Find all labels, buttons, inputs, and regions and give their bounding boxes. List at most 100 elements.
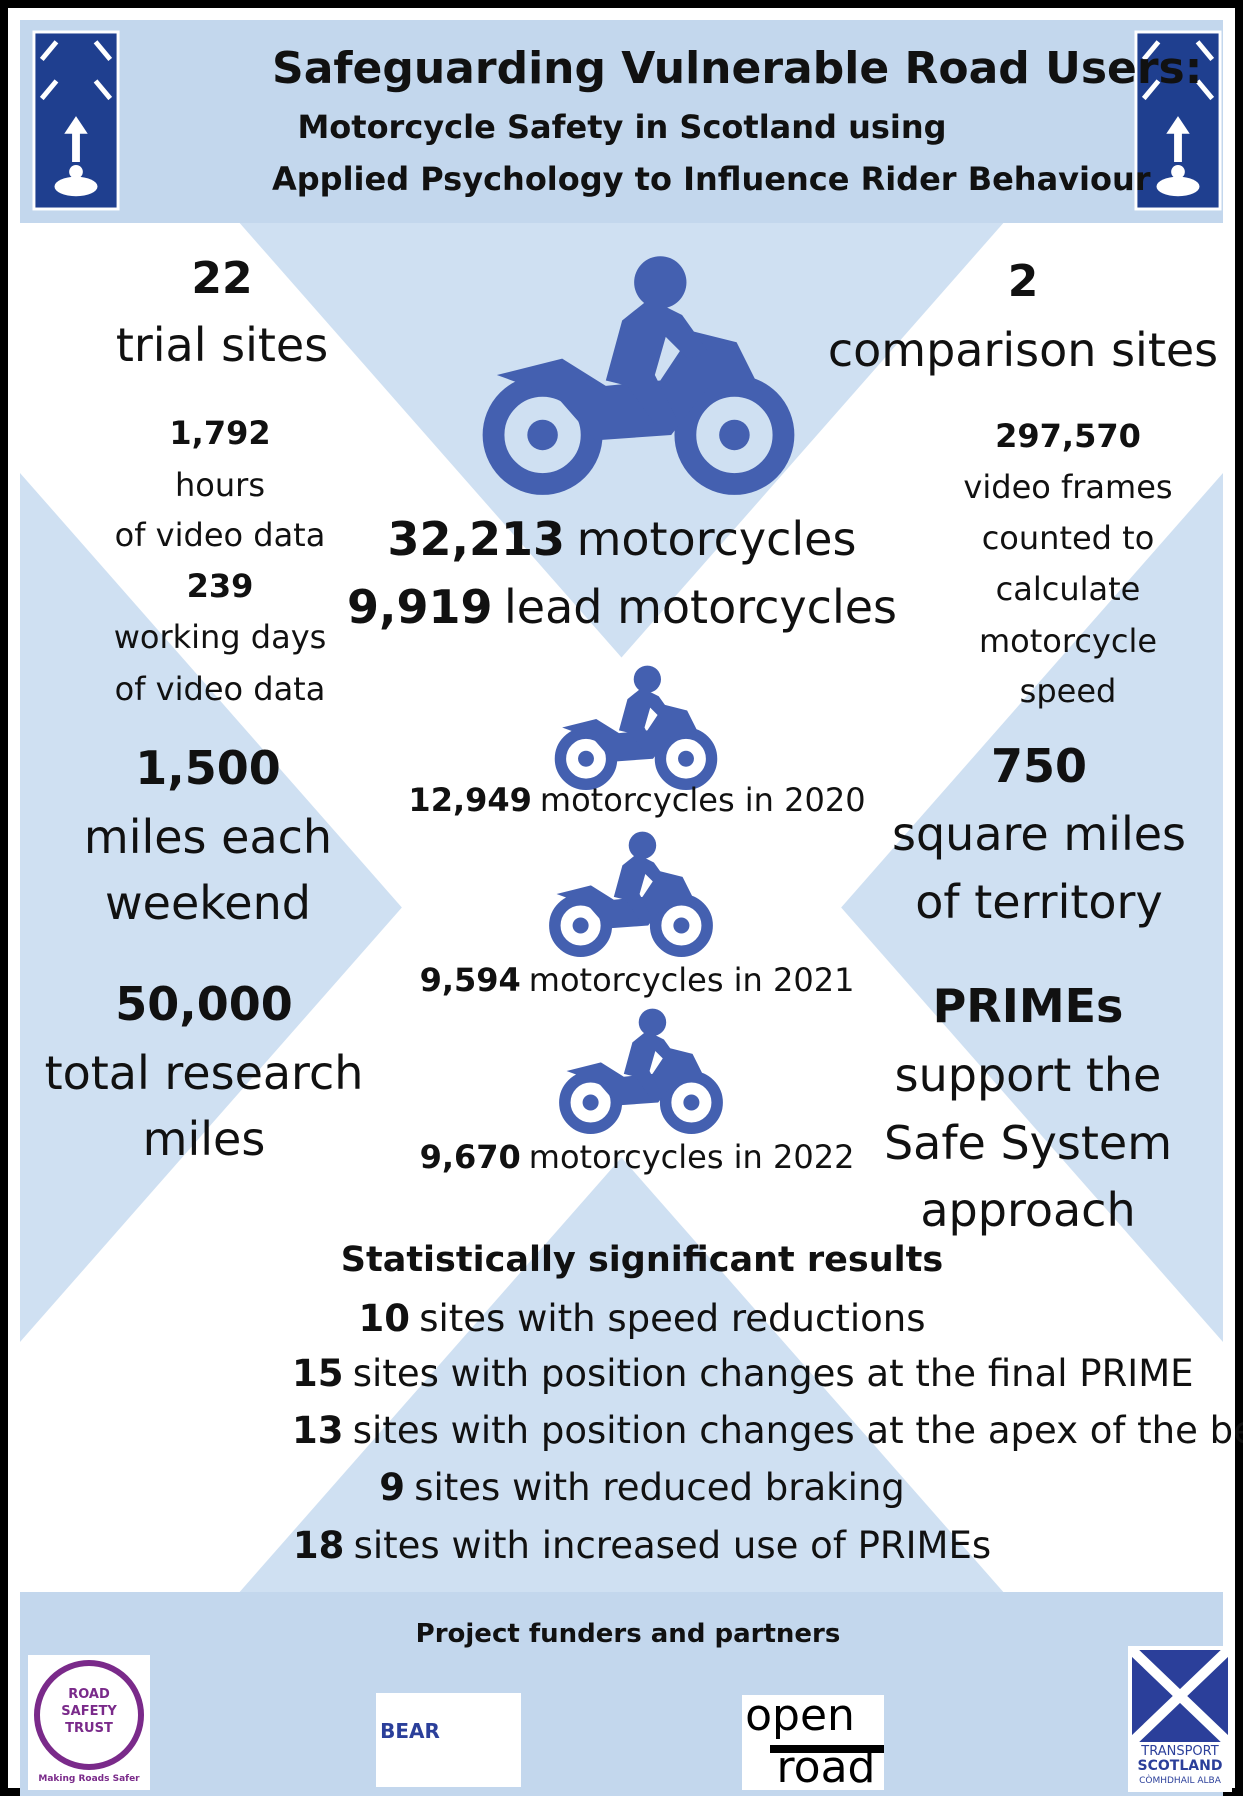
stat-label-part: counted to (981, 519, 1155, 558)
logo-text-part: BEAR (380, 1719, 440, 1743)
result-item-part: 15 (292, 1351, 344, 1395)
stat-label: trial sites (0, 322, 572, 368)
stat-number: 1,500 (0, 745, 558, 791)
yearly-stat-part: 12,949 (408, 781, 532, 820)
stat-label: Safe System (678, 1120, 1243, 1166)
logo-text: road (476, 1745, 1176, 1790)
stat-label-part: speed (1019, 672, 1117, 711)
stat-number: 1,792 (0, 417, 570, 449)
result-item-part: sites with speed reductions (419, 1296, 926, 1340)
stat-label-part: support the (894, 1047, 1162, 1102)
stat-number: 22 (0, 256, 572, 301)
logo-text-part: TRANSPORT (1141, 1743, 1219, 1759)
stat-number-part: PRIMEs (932, 978, 1124, 1033)
stat-label-part: trial sites (115, 317, 329, 372)
subtitle-part: Motorcycle Safety in Scotland using (297, 108, 947, 147)
center-stat-part: 9,919 (347, 579, 493, 634)
center-stat-part: 32,213 (387, 511, 566, 566)
logo-text-part: SCOTLAND (1137, 1758, 1223, 1775)
stat-label: miles (0, 1116, 554, 1162)
stat-label: of video data (0, 519, 570, 551)
result-item-part: 10 (358, 1296, 410, 1340)
stat-label-part: motorcycle (978, 622, 1158, 661)
logo-tagline: Making Roads Safer (0, 1775, 439, 1784)
stat-label: motorcycle (718, 625, 1243, 657)
result-item-part: sites with position changes at the apex … (352, 1408, 1243, 1452)
logo-tagline: CÒMHDHAIL ALBA (830, 1777, 1243, 1786)
stat-number: 239 (0, 570, 570, 602)
stat-label: of territory (689, 879, 1243, 925)
yearly-stat: 12,949 motorcycles in 2020 (287, 784, 987, 816)
stat-number: 2 (673, 259, 1243, 304)
result-item: 13 sites with position changes at the ape… (292, 1408, 1243, 1452)
footer-band (20, 1592, 1223, 1796)
result-item-part: 13 (292, 1408, 344, 1452)
subtitle: Applied Psychology to Influence Rider Be… (272, 163, 1151, 195)
stat-label-part: weekend (105, 875, 311, 930)
stat-label: speed (718, 675, 1243, 707)
footer-heading-part: Project funders and partners (415, 1618, 841, 1649)
stat-label: square miles (689, 811, 1243, 857)
stat-label: total research (0, 1050, 554, 1096)
logo-text: BEAR (60, 1721, 760, 1741)
stat-label: of video data (0, 673, 570, 705)
logo-text: open (450, 1693, 1150, 1738)
yearly-stat-part: motorcycles in 2020 (539, 781, 866, 820)
stat-label-part: total research (44, 1045, 364, 1100)
yearly-stat: 9,670 motorcycles in 2022 (287, 1141, 987, 1173)
sign-icon (34, 32, 118, 209)
result-item-part: 18 (292, 1523, 345, 1567)
stat-label: working days (0, 621, 570, 653)
stat-number-part: 22 (191, 252, 253, 304)
logo-text-part: road (776, 1741, 876, 1793)
result-item-part: sites with position changes at the final… (352, 1351, 1194, 1395)
result-item: 9 sites with reduced braking (292, 1469, 992, 1506)
logo-text: SAFETY (0, 1705, 439, 1718)
logo-text-part: TRUST (65, 1720, 113, 1736)
center-stat-part: lead motorcycles (504, 579, 897, 634)
yearly-stat-part: motorcycles in 2021 (528, 961, 855, 1000)
yearly-stat-part: 9,670 (419, 1138, 521, 1177)
result-item: 18 sites with increased use of PRIMEs (292, 1527, 992, 1564)
result-item: 15 sites with position changes at the fin… (292, 1351, 1194, 1395)
stat-label: support the (678, 1052, 1243, 1098)
stat-number-part: 1,500 (135, 740, 281, 795)
logo-text-part: SAFETY (61, 1703, 117, 1719)
logo-tagline-part: CÒMHDHAIL ALBA (1139, 1776, 1221, 1787)
logo-text-part: open (745, 1689, 855, 1741)
subtitle: Motorcycle Safety in Scotland using (272, 111, 972, 143)
transport-scotland-logo (1128, 1646, 1232, 1792)
title: Safeguarding Vulnerable Road Users: (272, 46, 1202, 91)
stat-label-part: of territory (915, 874, 1163, 929)
logo-tagline-part: Making Roads Safer (38, 1774, 140, 1785)
stat-number: 297,570 (718, 420, 1243, 452)
yearly-stat-part: 9,594 (419, 961, 521, 1000)
header-band (20, 20, 1223, 223)
stat-label-part: of video data (114, 516, 326, 555)
center-stat: 9,919 lead motorcycles (272, 584, 972, 630)
footer-heading: Project funders and partners (278, 1621, 978, 1647)
stat-label-part: calculate (995, 570, 1141, 609)
stat-number: PRIMEs (678, 983, 1243, 1029)
center-stat: 32,213 motorcycles (272, 516, 972, 562)
stat-number-part: 297,570 (995, 417, 1141, 456)
logo-text-part: ROAD (68, 1686, 110, 1702)
logo-text: TRUST (0, 1722, 439, 1735)
yearly-stat-part: motorcycles in 2022 (528, 1138, 855, 1177)
open-road-logo (742, 1695, 884, 1790)
logo-text: TRANSPORT (830, 1745, 1243, 1758)
stat-number: 50,000 (0, 981, 554, 1027)
title-part: Safeguarding Vulnerable Road Users: (272, 42, 1203, 94)
stat-label-part: approach (920, 1182, 1136, 1237)
stat-number-part: 239 (186, 567, 254, 606)
stat-number-part: 2 (1007, 255, 1039, 307)
stat-label-part: miles each (83, 809, 333, 864)
stat-label-part: Safe System (883, 1115, 1173, 1170)
road-safety-trust-logo (28, 1655, 150, 1790)
center-stat-part: motorcycles (576, 511, 857, 566)
subtitle-part: Applied Psychology to Influence Rider Be… (272, 160, 1151, 199)
stat-number: 750 (689, 743, 1243, 789)
stat-number-part: 750 (990, 738, 1088, 793)
bear-logo (376, 1693, 521, 1787)
